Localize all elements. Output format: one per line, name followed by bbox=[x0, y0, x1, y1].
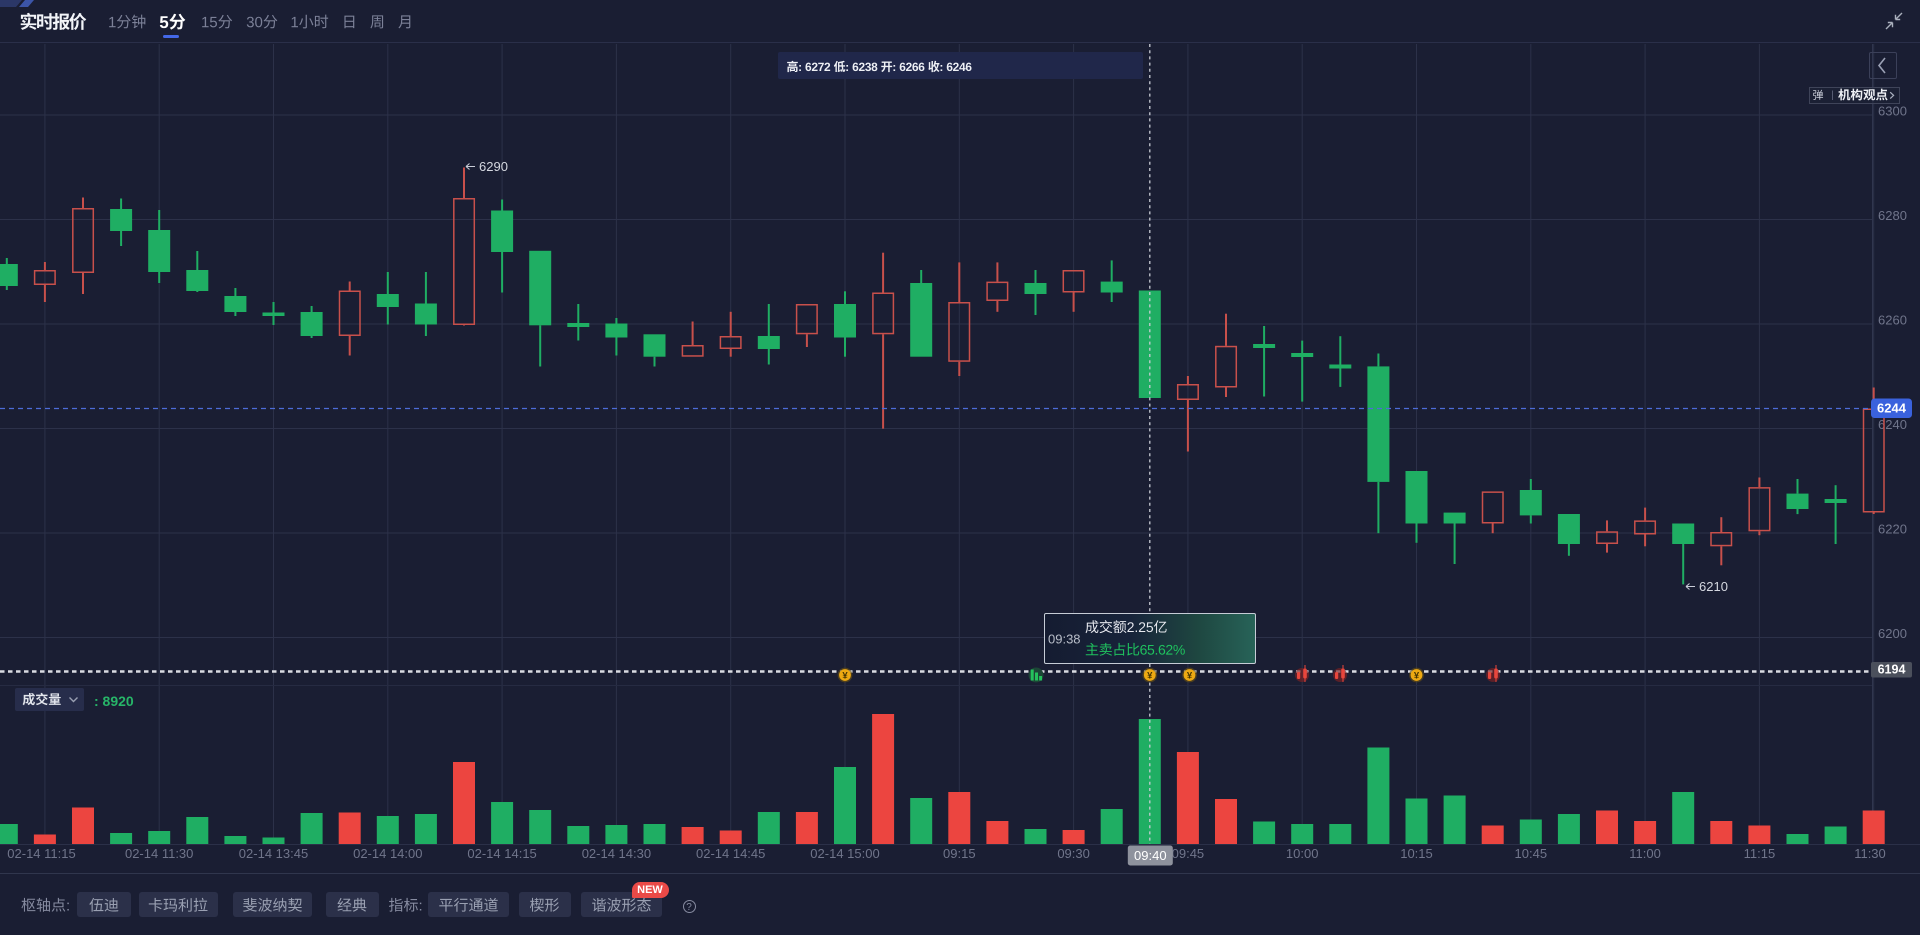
svg-text:02-14 13:45: 02-14 13:45 bbox=[239, 846, 308, 861]
svg-text:6220: 6220 bbox=[1878, 522, 1907, 537]
svg-text:11:30: 11:30 bbox=[1854, 846, 1886, 861]
svg-text:10:00: 10:00 bbox=[1286, 846, 1319, 861]
svg-text:¥: ¥ bbox=[842, 671, 848, 682]
svg-text:02-14 14:15: 02-14 14:15 bbox=[467, 846, 536, 861]
svg-text:10:15: 10:15 bbox=[1400, 846, 1433, 861]
svg-text:¥: ¥ bbox=[1187, 671, 1193, 682]
svg-text:11:00: 11:00 bbox=[1629, 846, 1661, 861]
svg-text:11:15: 11:15 bbox=[1744, 846, 1776, 861]
svg-text:6240: 6240 bbox=[1878, 417, 1907, 432]
svg-text:02-14 14:00: 02-14 14:00 bbox=[353, 846, 422, 861]
svg-text:09:15: 09:15 bbox=[943, 846, 976, 861]
svg-text:6260: 6260 bbox=[1878, 313, 1907, 328]
svg-text:09:45: 09:45 bbox=[1172, 846, 1205, 861]
svg-text:¥: ¥ bbox=[1414, 671, 1420, 682]
svg-text:6244: 6244 bbox=[1877, 401, 1907, 416]
svg-text:10:45: 10:45 bbox=[1515, 846, 1548, 861]
svg-text:02-14 11:15: 02-14 11:15 bbox=[7, 846, 75, 861]
svg-text:6280: 6280 bbox=[1878, 208, 1907, 223]
svg-text:02-14 11:30: 02-14 11:30 bbox=[125, 846, 193, 861]
svg-text:02-14 14:30: 02-14 14:30 bbox=[582, 846, 651, 861]
svg-text:6290: 6290 bbox=[479, 159, 508, 174]
svg-text:02-14 15:00: 02-14 15:00 bbox=[810, 846, 879, 861]
svg-text:02-14 14:45: 02-14 14:45 bbox=[696, 846, 765, 861]
svg-text:09:30: 09:30 bbox=[1057, 846, 1090, 861]
svg-text:6200: 6200 bbox=[1878, 626, 1907, 641]
svg-text:09:40: 09:40 bbox=[1134, 848, 1167, 863]
svg-text:6194: 6194 bbox=[1878, 663, 1906, 677]
svg-text:¥: ¥ bbox=[1147, 671, 1153, 682]
svg-text:6210: 6210 bbox=[1699, 579, 1728, 594]
svg-text:6300: 6300 bbox=[1878, 104, 1907, 119]
